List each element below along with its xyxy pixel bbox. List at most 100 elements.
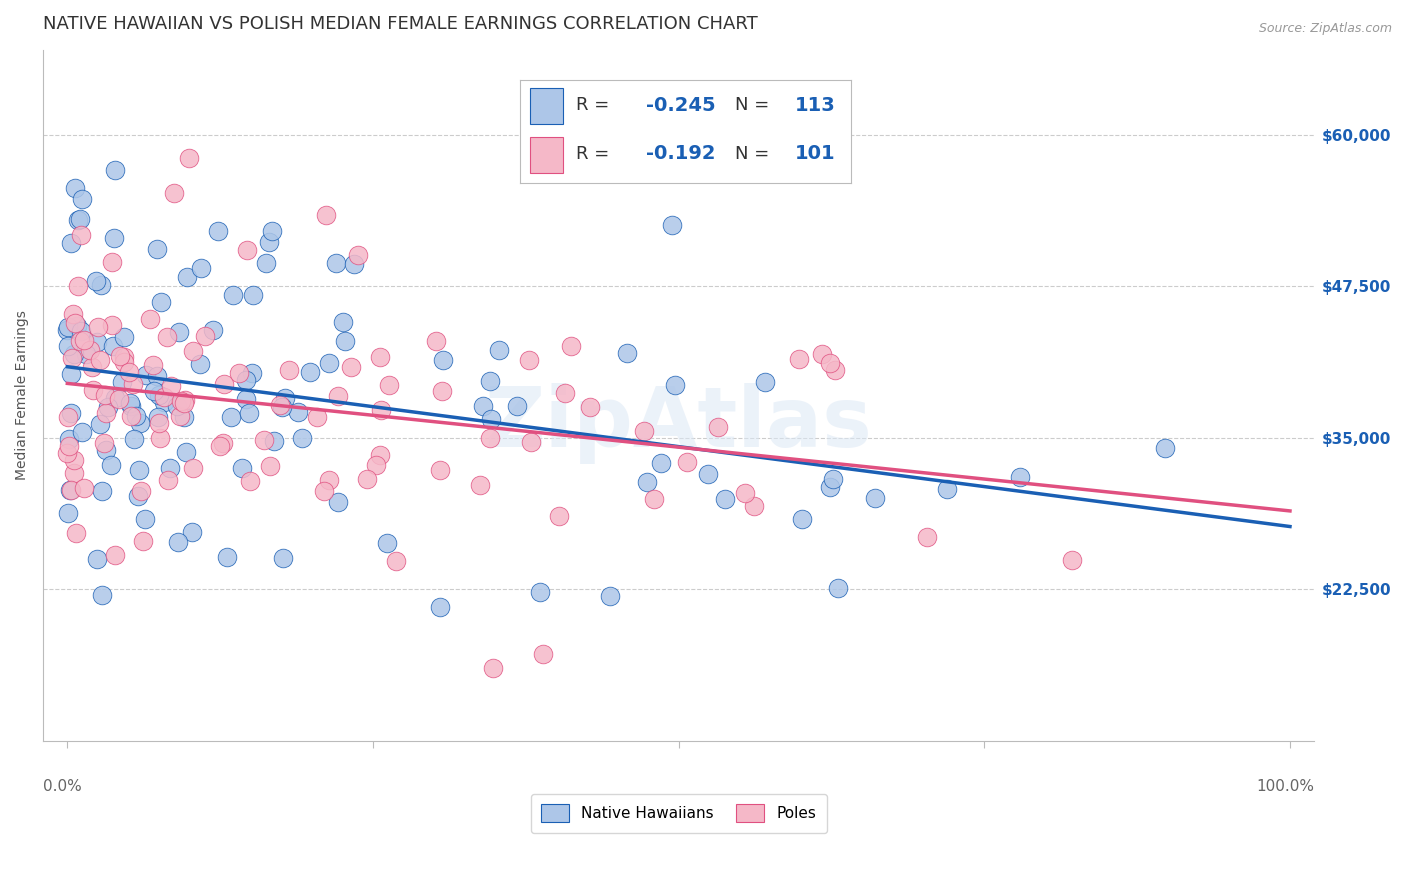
Native Hawaiians [298, 366, 321, 380]
Native Hawaiians [274, 391, 297, 405]
Text: N =: N = [735, 145, 775, 162]
Text: 113: 113 [794, 96, 835, 115]
Poles [69, 227, 91, 242]
Native Hawaiians [479, 375, 502, 389]
Native Hawaiians [714, 492, 737, 507]
Native Hawaiians [86, 334, 108, 349]
Text: -0.192: -0.192 [645, 145, 716, 163]
Poles [339, 359, 361, 374]
Native Hawaiians [69, 324, 91, 338]
Native Hawaiians [169, 325, 191, 339]
Poles [94, 406, 117, 420]
Poles [378, 378, 401, 392]
Poles [56, 445, 79, 459]
Poles [108, 349, 131, 363]
Native Hawaiians [664, 377, 686, 392]
Native Hawaiians [661, 218, 683, 232]
Poles [169, 409, 191, 423]
Native Hawaiians [76, 346, 98, 360]
Poles [62, 307, 84, 321]
Poles [170, 394, 193, 409]
Native Hawaiians [650, 456, 672, 470]
Native Hawaiians [86, 551, 108, 566]
Native Hawaiians [65, 180, 87, 194]
Native Hawaiians [1008, 469, 1031, 483]
Native Hawaiians [471, 399, 494, 413]
Native Hawaiians [257, 235, 280, 249]
Native Hawaiians [84, 274, 107, 288]
Native Hawaiians [103, 339, 125, 353]
Poles [579, 400, 602, 414]
Native Hawaiians [215, 549, 238, 564]
Poles [425, 334, 447, 348]
Poles [173, 396, 195, 410]
Poles [228, 366, 250, 380]
Poles [734, 485, 756, 500]
Native Hawaiians [1154, 441, 1177, 455]
Text: 0.0%: 0.0% [44, 779, 82, 794]
Poles [94, 388, 117, 402]
Poles [519, 435, 541, 450]
Poles [370, 448, 392, 462]
Poles [675, 454, 697, 468]
Native Hawaiians [58, 483, 80, 497]
Text: -0.245: -0.245 [645, 96, 716, 115]
Native Hawaiians [616, 345, 638, 359]
Poles [430, 384, 453, 398]
Native Hawaiians [67, 212, 90, 227]
Native Hawaiians [59, 235, 82, 250]
Poles [153, 390, 176, 404]
Poles [347, 248, 370, 262]
Native Hawaiians [935, 483, 957, 497]
Poles [478, 431, 501, 445]
Poles [278, 362, 301, 376]
Poles [385, 554, 408, 568]
Native Hawaiians [823, 472, 845, 486]
Native Hawaiians [142, 384, 165, 398]
Text: ZipAtlas: ZipAtlas [485, 383, 873, 464]
Native Hawaiians [190, 357, 212, 371]
Poles [314, 483, 336, 498]
Native Hawaiians [58, 339, 80, 353]
Poles [643, 491, 665, 506]
Native Hawaiians [122, 432, 145, 446]
Poles [118, 365, 141, 379]
Poles [482, 661, 505, 675]
Poles [108, 392, 131, 407]
Poles [366, 458, 388, 472]
Poles [212, 436, 235, 450]
Native Hawaiians [290, 431, 312, 445]
Native Hawaiians [135, 368, 157, 383]
Y-axis label: Median Female Earnings: Median Female Earnings [15, 310, 30, 481]
Text: 101: 101 [794, 145, 835, 163]
Native Hawaiians [176, 269, 198, 284]
Text: NATIVE HAWAIIAN VS POLISH MEDIAN FEMALE EARNINGS CORRELATION CHART: NATIVE HAWAIIAN VS POLISH MEDIAN FEMALE … [44, 15, 758, 33]
Poles [328, 389, 350, 403]
Poles [368, 350, 391, 364]
Native Hawaiians [343, 257, 366, 271]
Native Hawaiians [56, 319, 79, 334]
Native Hawaiians [120, 399, 142, 413]
Poles [100, 318, 122, 333]
Poles [72, 334, 94, 348]
Native Hawaiians [222, 288, 245, 302]
Poles [149, 431, 172, 445]
Native Hawaiians [754, 375, 776, 389]
Native Hawaiians [104, 392, 127, 406]
Poles [318, 473, 340, 487]
Native Hawaiians [287, 405, 309, 419]
Native Hawaiians [90, 588, 112, 602]
Native Hawaiians [190, 261, 212, 276]
Poles [60, 351, 83, 365]
Native Hawaiians [103, 231, 125, 245]
Poles [239, 474, 262, 488]
Poles [560, 339, 582, 353]
Native Hawaiians [174, 444, 197, 458]
Native Hawaiians [104, 162, 127, 177]
Poles [93, 435, 115, 450]
Poles [56, 409, 79, 424]
Native Hawaiians [325, 256, 347, 270]
Native Hawaiians [432, 353, 454, 368]
Native Hawaiians [69, 211, 91, 226]
Native Hawaiians [326, 494, 349, 508]
